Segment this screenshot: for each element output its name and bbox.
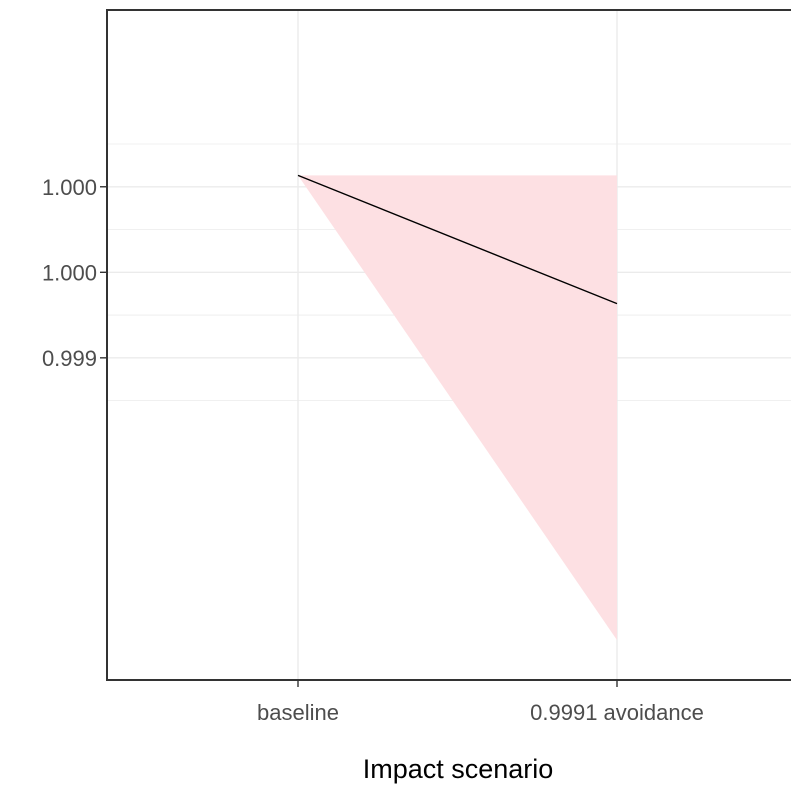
x-tick-label: 0.9991 avoidance: [530, 700, 704, 725]
series-line: [297, 174, 618, 305]
panel-border: [106, 9, 791, 681]
x-tick-label: baseline: [257, 700, 339, 725]
y-tick-label: 0.999: [42, 346, 97, 371]
confidence-ribbon: [298, 175, 617, 641]
y-tick-label: 1.000: [42, 175, 97, 200]
axis-ticks: 1.000 1.000 0.999 baseline 0.9991 avoidance: [42, 175, 704, 725]
y-tick-label: 1.000: [42, 260, 97, 285]
x-axis-title: Impact scenario: [363, 754, 554, 784]
ribbon-layer: [298, 175, 617, 641]
series-line-layer: [297, 174, 618, 305]
